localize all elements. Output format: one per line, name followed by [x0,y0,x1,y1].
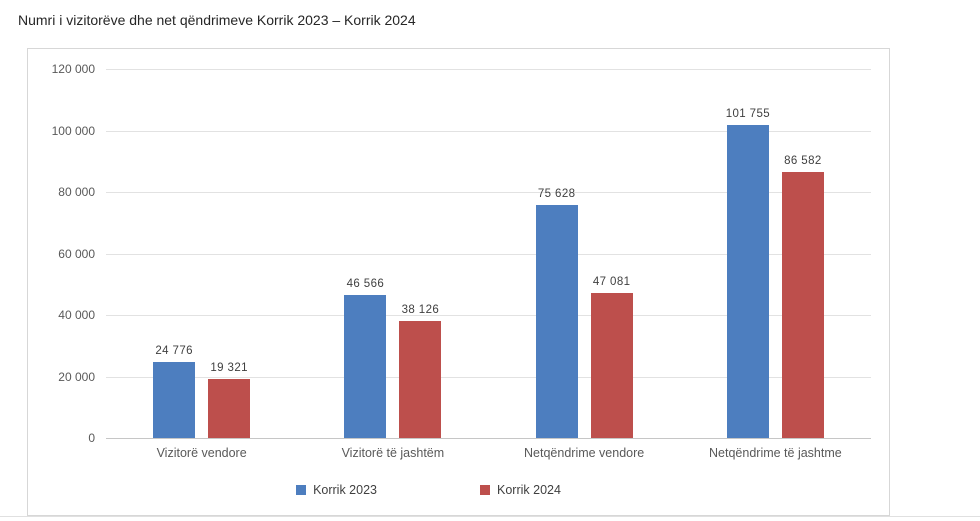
bar-korrik-2024: 86 582 [781,155,824,438]
x-axis-labels: Vizitorë vendore Vizitorë të jashtëm Netqë… [106,446,871,460]
legend-label: Korrik 2024 [497,483,561,497]
bar-korrik-2023: 24 776 [153,345,196,438]
y-axis: 0 20 000 40 000 60 000 80 000 100 000 120 000 [28,62,95,445]
gridline [106,315,871,316]
bar-korrik-2024: 38 126 [399,304,442,438]
chart-container: 0 20 000 40 000 60 000 80 000 100 000 120 000 … [27,48,890,516]
gridline [106,192,871,193]
bar-value-label: 101 755 [725,108,771,121]
x-axis-category-label: Netqëndrime të jashtme [709,446,842,460]
x-axis-category-label: Vizitorë të jashtëm [341,446,445,460]
bar-value-label: 75 628 [537,188,576,201]
gridline [106,376,871,378]
y-axis-tick-label: 100 000 [51,123,95,138]
chart-title: Numri i vizitorëve dhe net qëndrimeve Ko… [18,12,416,28]
bar-value-label: 38 126 [401,303,440,316]
legend: Korrik 2023 Korrik 2024 [0,483,859,497]
legend-item-korrik-2023: Korrik 2023 [296,483,377,497]
bar-group: 101 755 86 582 [680,69,871,438]
bar-groups: 24 776 19 321 46 566 38 126 75 628 47 081 101 … [106,69,871,438]
legend-swatch-icon [480,485,490,495]
x-axis-line [106,438,871,439]
bar-korrik-2023: 75 628 [535,188,578,438]
y-axis-tick-label: 20 000 [58,369,95,384]
bar-korrik-2023: 46 566 [344,278,387,438]
bar-group: 75 628 47 081 [489,69,680,438]
legend-item-korrik-2024: Korrik 2024 [480,483,561,497]
bar-value-label: 24 776 [155,344,193,357]
legend-label: Korrik 2023 [313,483,377,497]
x-axis-category-label: Netqëndrime vendore [524,446,645,460]
bar-korrik-2024: 19 321 [208,362,251,438]
bar-korrik-2023: 101 755 [726,108,770,438]
y-axis-tick-label: 60 000 [58,246,95,261]
bar-value-label: 19 321 [210,361,248,374]
bar-group: 24 776 19 321 [106,69,297,438]
legend-swatch-icon [296,485,307,495]
x-axis-category-label: Vizitorë vendore [156,446,247,460]
y-axis-tick-label: 80 000 [58,185,95,199]
gridline [106,69,871,70]
bottom-divider [0,516,980,517]
plot-area [106,69,871,439]
bar-group: 46 566 38 126 [297,69,488,438]
y-axis-tick-label: 120 000 [51,62,95,76]
bar-value-label: 86 582 [784,154,822,167]
y-axis-tick-label: 40 000 [58,308,95,322]
bar-korrik-2024: 47 081 [590,276,633,438]
y-axis-tick-label: 0 [88,431,95,445]
gridline [106,130,871,132]
bar-value-label: 46 566 [346,277,385,290]
gridline [106,253,871,255]
bar-value-label: 47 081 [592,276,631,289]
